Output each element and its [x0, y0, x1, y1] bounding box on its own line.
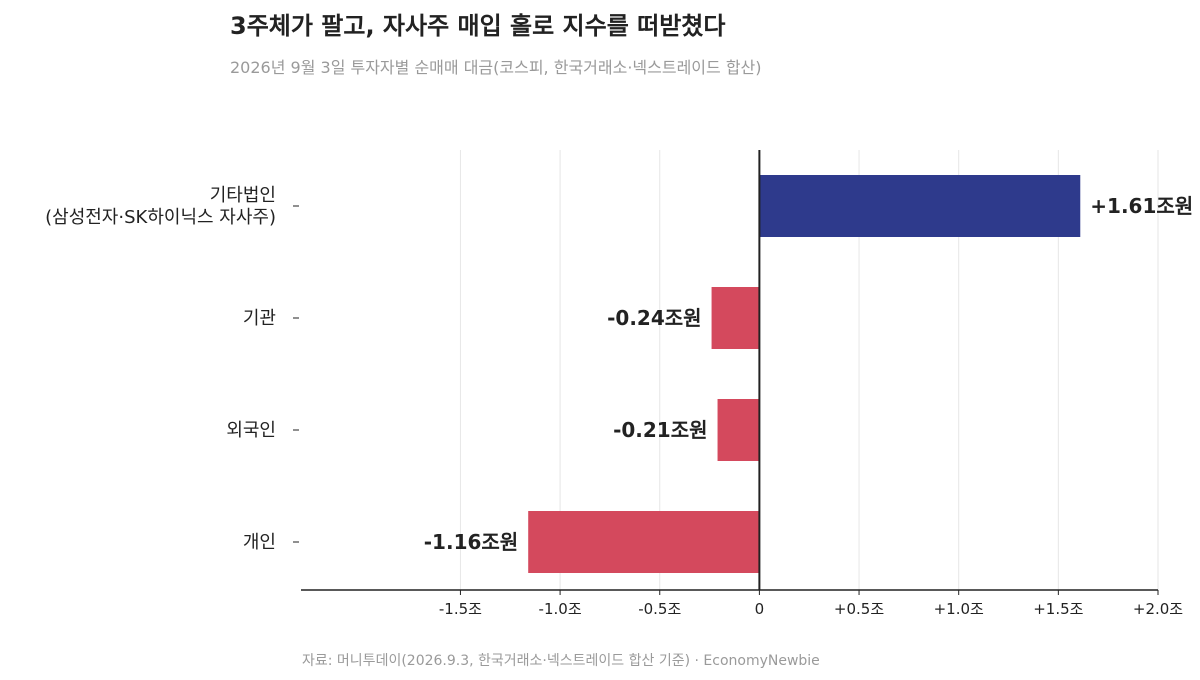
data-label: -0.24조원 — [607, 306, 701, 330]
chart-title: 3주체가 팔고, 자사주 매입 홀로 지수를 떠받쳤다 — [230, 12, 726, 40]
category-label-line: 기관 — [243, 308, 276, 329]
data-label: -0.21조원 — [613, 418, 707, 442]
x-tick-label: -1.5조 — [439, 600, 482, 618]
x-tick-label: 0 — [755, 600, 765, 618]
category-label-line: (삼성전자·SK하이닉스 자사주) — [45, 207, 276, 228]
category-label-line: 기타법인 — [210, 185, 276, 206]
category-label: 외국인 — [226, 420, 276, 441]
x-tick-label: +2.0조 — [1133, 600, 1183, 618]
x-tick-label: +1.5조 — [1033, 600, 1083, 618]
source-note: 자료: 머니투데이(2026.9.3, 한국거래소·넥스트레이드 합산 기준) … — [302, 653, 820, 669]
bar — [711, 287, 760, 349]
x-tick-label: +1.0조 — [934, 600, 984, 618]
chart-subtitle: 2026년 9월 3일 투자자별 순매매 대금(코스피, 한국거래소·넥스트레이… — [230, 58, 762, 77]
category-label: 기타법인 (삼성전자·SK하이닉스 자사주) — [45, 185, 276, 228]
category-label: 개인 — [243, 532, 276, 553]
bar — [528, 511, 760, 573]
data-label: -1.16조원 — [424, 530, 518, 554]
x-tick-label: -1.0조 — [539, 600, 582, 618]
x-tick-label: +0.5조 — [834, 600, 884, 618]
bar — [717, 399, 760, 461]
category-label: 기관 — [243, 308, 276, 329]
category-label-line: 외국인 — [226, 420, 276, 441]
bar — [759, 175, 1081, 237]
x-tick-label: -0.5조 — [638, 600, 681, 618]
data-label: +1.61조원 — [1090, 194, 1193, 218]
category-label-line: 개인 — [243, 532, 276, 553]
